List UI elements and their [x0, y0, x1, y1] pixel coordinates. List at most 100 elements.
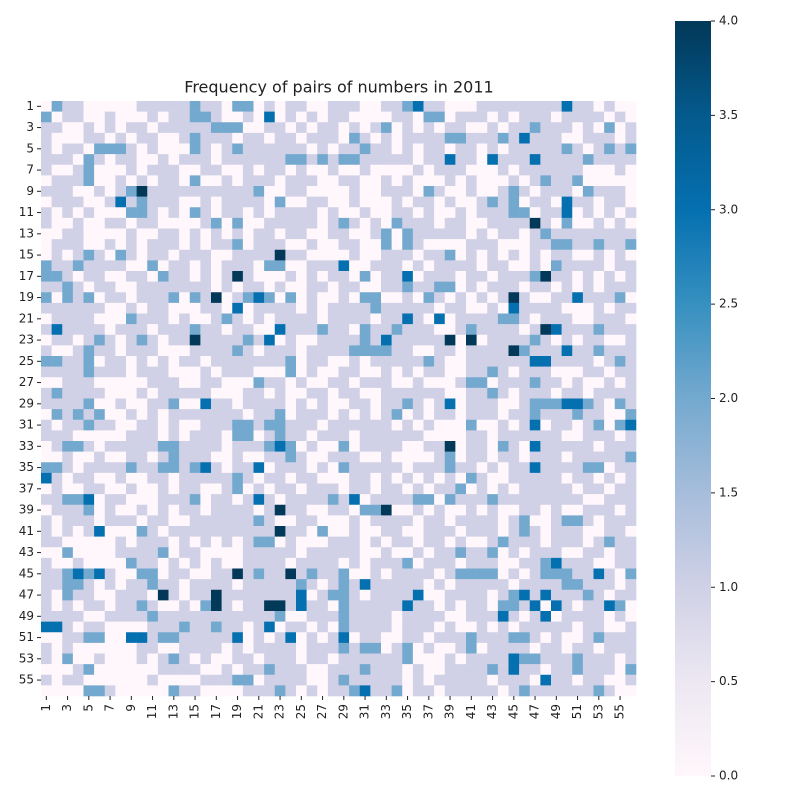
heat-cell: [381, 632, 392, 644]
heat-cell: [94, 143, 106, 155]
heat-cell: [211, 579, 222, 591]
heat-cell: [476, 642, 488, 654]
heat-cell: [625, 632, 637, 644]
heat-cell: [604, 515, 616, 527]
heat-cell: [423, 249, 435, 261]
heat-cell: [157, 451, 169, 463]
heat-cell: [572, 419, 584, 431]
heat-cell: [412, 409, 424, 421]
heat-cell: [189, 526, 201, 537]
heat-cell: [349, 579, 361, 591]
heat-cell: [551, 515, 562, 527]
heat-cell: [508, 271, 520, 282]
heat-cell: [211, 621, 222, 633]
heat-cell: [232, 377, 244, 389]
heat-cell: [412, 674, 424, 686]
heat-cell: [593, 589, 605, 601]
heat-cell: [189, 175, 201, 187]
heat-cell: [242, 387, 254, 399]
heat-cell: [115, 334, 127, 346]
heat-cell: [94, 324, 106, 336]
heat-cell: [147, 143, 159, 155]
heat-cell: [529, 526, 541, 537]
heat-cell: [561, 387, 573, 399]
heat-cell: [466, 504, 477, 516]
heat-cell: [136, 281, 148, 293]
heat-cell: [264, 419, 276, 431]
heat-cell: [614, 228, 626, 240]
heat-cell: [147, 271, 159, 282]
heat-cell: [200, 568, 212, 580]
heat-cell: [572, 664, 584, 676]
heat-cell: [136, 419, 148, 431]
heat-cell: [94, 409, 106, 421]
heat-cell: [466, 122, 477, 134]
heat-cell: [242, 334, 254, 346]
heat-cell: [434, 685, 446, 697]
heat-cell: [211, 101, 222, 112]
heat-cell: [62, 239, 74, 251]
heat-cell: [370, 101, 382, 112]
heat-cell: [285, 239, 297, 251]
heat-cell: [604, 186, 616, 197]
heat-cell: [604, 664, 616, 676]
heat-cell: [83, 685, 95, 697]
heat-cell: [264, 260, 276, 272]
heat-cell: [381, 313, 392, 325]
heat-cell: [402, 568, 414, 580]
heat-cell: [625, 164, 637, 176]
heat-cell: [327, 387, 339, 399]
heat-cell: [242, 228, 254, 240]
heat-cell: [572, 483, 584, 495]
heat-cell: [189, 281, 201, 293]
heat-cell: [296, 122, 307, 134]
heat-cell: [72, 632, 84, 644]
heat-cell: [338, 451, 350, 463]
heat-cell: [519, 632, 531, 644]
heat-cell: [115, 494, 127, 506]
heat-cell: [497, 281, 509, 293]
heat-cell: [370, 387, 382, 399]
heat-cell: [349, 441, 361, 452]
heat-cell: [391, 387, 403, 399]
heat-cell: [242, 441, 254, 452]
heat-cell: [285, 366, 297, 378]
heat-cell: [625, 430, 637, 442]
heat-cell: [41, 611, 52, 622]
heat-cell: [253, 143, 265, 155]
heat-cell: [253, 186, 265, 197]
heat-cell: [540, 451, 552, 463]
heat-cell: [115, 589, 127, 601]
heat-cell: [625, 441, 637, 452]
heat-cell: [296, 196, 307, 208]
heat-cell: [423, 547, 435, 559]
heat-cell: [444, 611, 456, 622]
heat-cell: [497, 164, 509, 176]
heat-cell: [593, 568, 605, 580]
heat-cell: [561, 366, 573, 378]
heat-cell: [402, 557, 414, 569]
heat-cell: [41, 483, 52, 495]
heat-cell: [572, 632, 584, 644]
heat-cell: [444, 419, 456, 431]
heat-cell: [455, 515, 467, 527]
heat-cell: [582, 292, 594, 304]
y-tick-label: 7: [26, 163, 34, 177]
heat-cell: [614, 324, 626, 336]
heat-cell: [327, 345, 339, 357]
heat-cell: [540, 271, 552, 282]
heat-cell: [126, 451, 137, 463]
heat-cell: [338, 547, 350, 559]
heat-cell: [221, 302, 233, 314]
heat-cell: [189, 132, 201, 144]
heat-cell: [572, 239, 584, 251]
heat-cell: [327, 419, 339, 431]
heat-cell: [349, 494, 361, 506]
heat-cell: [126, 207, 137, 219]
heat-cell: [317, 122, 329, 134]
heat-cell: [83, 526, 95, 537]
heat-cell: [561, 175, 573, 187]
heat-cell: [179, 111, 191, 123]
heat-cell: [317, 409, 329, 421]
heat-cell: [625, 504, 637, 516]
